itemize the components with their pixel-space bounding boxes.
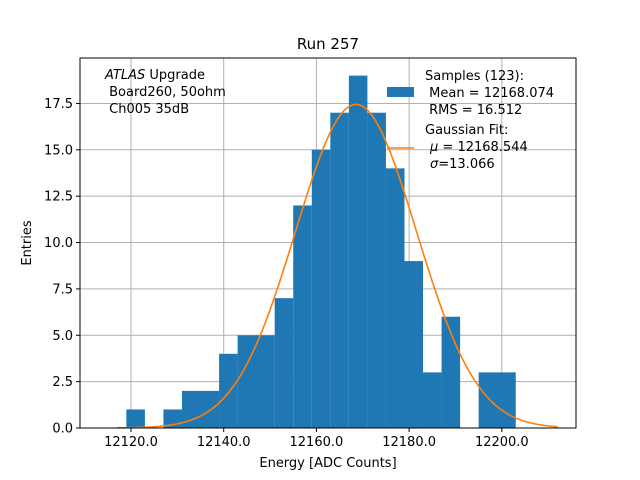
annotation-line-2: Board260, 50ohm [105, 85, 226, 100]
chart-title: Run 257 [297, 35, 359, 53]
y-tick-label: 0.0 [52, 422, 73, 437]
histogram-bar [330, 112, 349, 428]
histogram-bar [126, 409, 145, 428]
histogram-bar [367, 112, 386, 428]
histogram-bar [348, 75, 368, 428]
legend-samples-line-2: Mean = 12168.074 [425, 86, 554, 101]
ticks-layer: 12120.0 12140.0 12160.0 12180.0 12200.0 0.0 2.… [44, 97, 529, 450]
legend-fit-sigma-symbol: σ [430, 157, 439, 172]
x-tick-label: 12180.0 [382, 435, 436, 450]
legend-samples-line-1: Samples (123): [425, 69, 524, 84]
x-tick-label: 12120.0 [104, 435, 158, 450]
x-axis-label: Energy [ADC Counts] [259, 456, 396, 471]
x-tick-label: 12160.0 [290, 435, 344, 450]
y-tick-label: 7.5 [52, 282, 73, 297]
bars-layer [126, 75, 516, 428]
legend-samples-line-3: RMS = 16.512 [425, 103, 522, 118]
y-tick-label: 15.0 [44, 143, 73, 158]
gaussian-fit-curve [117, 103, 558, 429]
histogram-bar [293, 205, 312, 428]
annotation-atlas: ATLAS [104, 68, 145, 83]
y-axis-label: Entries [20, 220, 35, 266]
histogram-bar [237, 335, 275, 428]
histogram-bar [181, 390, 220, 428]
x-tick-label: 12140.0 [197, 435, 251, 450]
annotation-line-1: ATLAS Upgrade [104, 68, 205, 83]
atlas-annotation: ATLAS Upgrade Board260, 50ohm Ch005 35dB [104, 68, 226, 117]
annotation-line-3: Ch005 35dB [105, 102, 189, 117]
legend-fit-sigma-value: =13.066 [438, 157, 494, 172]
histogram-bar [404, 261, 424, 428]
y-tick-label: 2.5 [52, 375, 73, 390]
legend-fit-line-3: σ=13.066 [430, 157, 495, 172]
legend-fit-mu-symbol: μ [429, 140, 438, 155]
legend-samples-swatch [387, 87, 414, 97]
histogram-bar [311, 149, 331, 428]
legend: Samples (123): Mean = 12168.074 RMS = 16… [387, 69, 554, 172]
histogram-bar [385, 168, 405, 428]
annotation-upgrade: Upgrade [145, 68, 205, 83]
y-tick-label: 12.5 [44, 190, 73, 205]
y-tick-label: 10.0 [44, 236, 73, 251]
legend-fit-line-1: Gaussian Fit: [425, 123, 508, 138]
histogram-bar [423, 372, 442, 428]
y-tick-label: 17.5 [44, 97, 73, 112]
y-tick-label: 5.0 [52, 329, 73, 344]
histogram-bar [274, 298, 294, 428]
histogram-bar [478, 372, 516, 428]
x-tick-label: 12200.0 [475, 435, 529, 450]
legend-fit-line-2: μ = 12168.544 [429, 140, 528, 155]
legend-fit-mu-value: = 12168.544 [438, 140, 527, 155]
histogram-bar [219, 353, 238, 428]
